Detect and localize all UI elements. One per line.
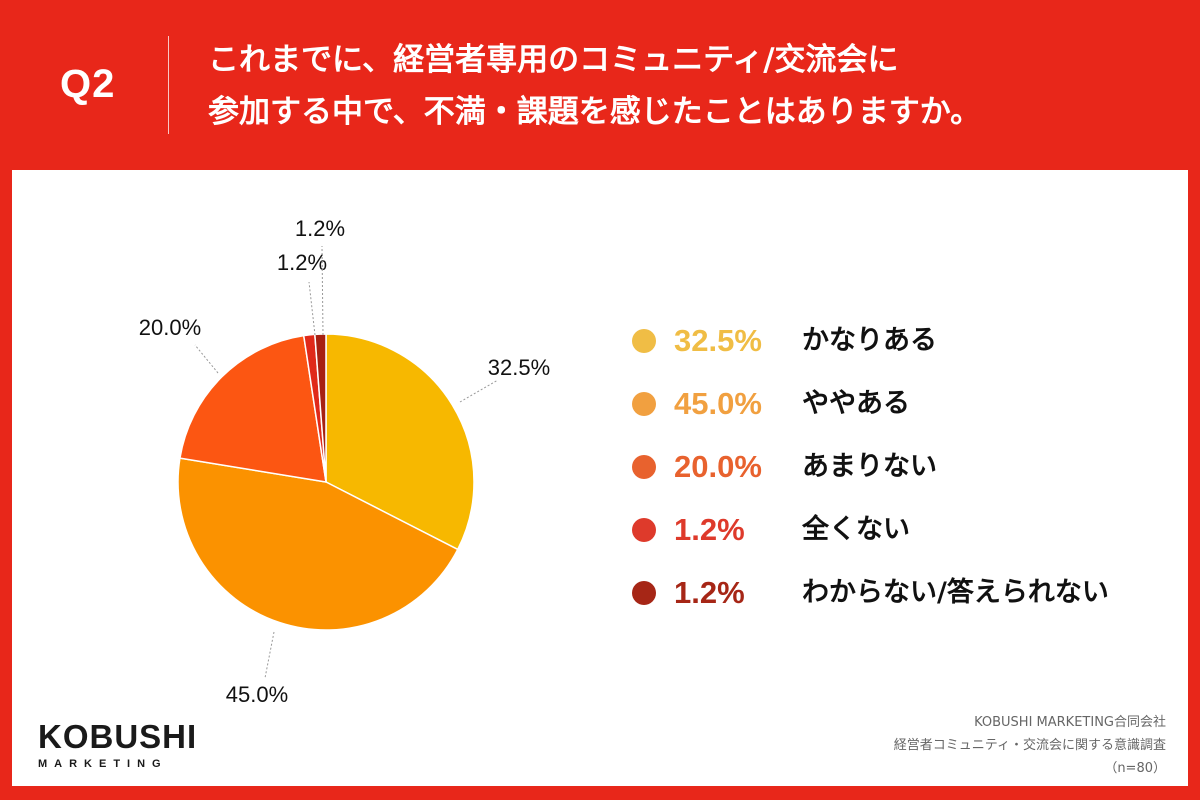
header: Q2 これまでに、経営者専用のコミュニティ/交流会に 参加する中で、不満・課題を… [0, 0, 1200, 170]
pie-slice-2 [177, 457, 459, 631]
pie-slice-3 [179, 334, 327, 483]
legend-percent: 45.0% [674, 386, 762, 421]
question-title-line-2: 参加する中で、不満・課題を感じたことはありますか。 [208, 94, 982, 130]
logo-main-text: KOBUSHI [38, 718, 198, 755]
data-label-1: 32.5% [488, 355, 550, 380]
legend-item-2: 45.0% ややある [632, 383, 1172, 446]
source-note: KOBUSHI MARKETING合同会社 経営者コミュニティ・交流会に関する意… [894, 711, 1166, 780]
logo-sub-text: MARKETING [38, 758, 168, 770]
legend-label: あまりない [802, 451, 937, 482]
source-company: KOBUSHI MARKETING合同会社 [974, 715, 1166, 730]
legend-label: 全くない [802, 514, 910, 545]
legend-percent: 32.5% [674, 323, 762, 358]
source-survey: 経営者コミュニティ・交流会に関する意識調査 [893, 738, 1166, 753]
pie-chart: 32.5% 45.0% 20.0% 1.2% 1.2% [139, 216, 550, 707]
chart-panel: 32.5% 45.0% 20.0% 1.2% 1.2% 32.5% かなりある 45.0% や… [12, 170, 1188, 786]
legend: 32.5% かなりある 45.0% ややある 20.0% あまりない 1.2% 全くない 1.2… [632, 320, 1172, 635]
leader-line-5 [321, 245, 324, 336]
question-title: これまでに、経営者専用のコミュニティ/交流会に 参加する中で、不満・課題を感じた… [208, 34, 1168, 138]
question-number: Q2 [60, 62, 116, 106]
legend-swatch [632, 392, 656, 416]
legend-percent: 1.2% [674, 512, 745, 547]
leader-line-2 [264, 631, 275, 679]
legend-item-3: 20.0% あまりない [632, 446, 1172, 509]
legend-swatch [632, 518, 656, 542]
data-label-5: 1.2% [295, 216, 345, 241]
data-label-2: 45.0% [226, 682, 288, 707]
leader-line-3 [194, 344, 219, 374]
question-title-line-1: これまでに、経営者専用のコミュニティ/交流会に [208, 42, 899, 78]
data-label-4: 1.2% [277, 250, 327, 275]
leader-line-1 [459, 379, 499, 403]
source-sample: （n=80） [1104, 761, 1166, 776]
legend-percent: 20.0% [674, 449, 762, 484]
pie-slice-1 [325, 333, 475, 551]
legend-label: ややある [802, 388, 910, 419]
legend-percent: 1.2% [674, 575, 745, 610]
leader-line-4 [308, 281, 316, 336]
legend-label: かなりある [802, 325, 937, 356]
header-divider [168, 36, 169, 134]
legend-label: わからない/答えられない [802, 577, 1109, 608]
legend-swatch [632, 581, 656, 605]
kobushi-logo: KOBUSHI MARKETING [38, 718, 197, 770]
legend-swatch [632, 455, 656, 479]
legend-item-4: 1.2% 全くない [632, 509, 1172, 572]
data-label-3: 20.0% [139, 315, 201, 340]
legend-item-1: 32.5% かなりある [632, 320, 1172, 383]
legend-swatch [632, 329, 656, 353]
legend-item-5: 1.2% わからない/答えられない [632, 572, 1172, 635]
